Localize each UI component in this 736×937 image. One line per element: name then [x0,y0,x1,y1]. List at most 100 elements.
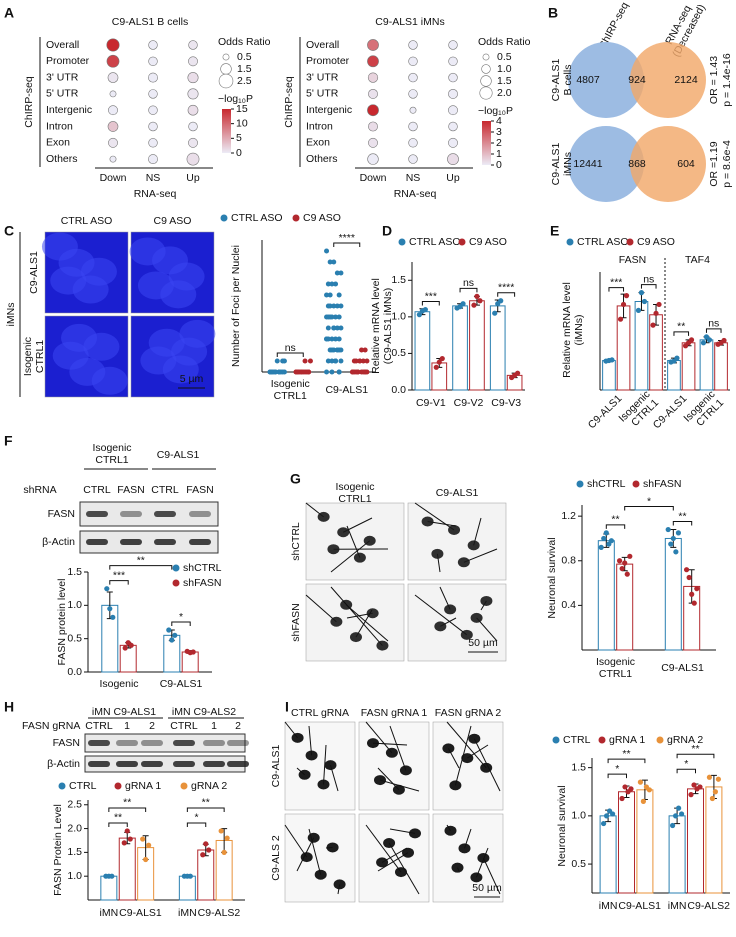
dot [368,121,378,132]
cell [457,557,470,568]
cell [480,762,493,773]
significance-label: ** [611,514,619,526]
point [610,811,616,817]
bar [118,837,136,901]
neurite [446,721,487,769]
point [603,530,609,536]
cell [327,544,340,555]
significance-bracket [607,773,627,779]
legend-marker [58,782,66,790]
point [712,789,719,795]
legend-label: CTRL ASO [409,236,461,248]
statistic: OR =1.19 [708,141,720,186]
bar [414,311,431,391]
significance-label: ns [708,318,719,330]
x-tick-label: C9-ALS1 [586,392,625,431]
row-label: FASN [48,508,75,520]
point [334,270,340,276]
bar [119,644,137,673]
significance-bracket [608,287,625,292]
point [616,558,623,564]
significance-label: * [684,758,688,770]
size-key [218,73,234,89]
y-tick-label: 1.2 [561,510,576,522]
venn-count: 12441 [573,158,602,170]
y-tick-label: 0.5 [391,347,406,359]
size-key-label: 2.0 [497,87,512,99]
x-tick-label: C9-ALS1 [661,662,704,674]
point [422,306,428,313]
point [668,541,674,547]
y-tick-label: 1.5 [67,846,82,858]
bar [197,849,215,901]
cell [442,743,455,754]
y-axis-label: (iMNs) [573,315,585,346]
row-label: FASN [53,737,80,749]
row-label: Exon [306,137,330,149]
legend-marker [292,214,300,222]
legend-marker [598,736,606,744]
band [173,761,195,767]
legend-marker [632,480,640,488]
point [333,281,339,287]
legend-label: gRNA 1 [609,734,645,746]
significance-label: ** [678,510,686,522]
row-label: Isogenic [22,337,34,376]
lane-title: FASN gRNA [22,720,80,732]
point [706,774,713,780]
point [124,828,130,834]
band [116,761,138,767]
dot [187,88,199,100]
significance-bracket [459,287,478,293]
point [416,312,422,318]
band [203,740,225,746]
dot [448,40,458,50]
legend-marker [566,238,574,246]
point [331,325,337,331]
legend-marker [172,579,180,587]
chart-title: C9-ALS1 B cells [112,16,188,28]
column-label: Up [446,172,460,184]
dot [148,154,158,165]
venn-set [630,126,706,202]
neurite [414,502,455,531]
row-label: 5' UTR [306,88,339,100]
micrograph [432,813,504,903]
neurite [355,609,373,638]
point [721,337,727,344]
scale-bar-label: 50 µm [468,637,498,649]
significance-bracket [333,242,361,247]
color-tick-label: 5 [236,132,242,144]
significance-label: **** [498,282,514,294]
point [646,787,653,793]
row-label: 3' UTR [306,71,339,83]
point [324,369,330,375]
cell [129,237,166,266]
column-label: Down [360,172,387,184]
x-tick-label: C9-ALS1 [119,907,162,919]
point [653,310,659,316]
row-label: Intron [46,120,73,132]
cell [58,248,95,277]
point [691,600,697,606]
neurite [454,725,472,786]
point [498,298,504,304]
x-tick-label: iMN [178,907,197,919]
lane-label: CTRL [170,720,198,732]
color-tick-label: 10 [236,117,248,129]
point [109,873,115,879]
column-label: NS [146,172,161,184]
cell [363,535,376,546]
band [154,539,176,545]
significance-label: ** [123,797,131,809]
legend-marker [398,238,406,246]
point [329,314,335,320]
point [325,314,331,320]
row-label: C9-ALS1 [28,251,40,294]
point [433,364,439,370]
x-tick-label: iMN [100,907,119,919]
dot [188,56,198,67]
point [329,347,335,353]
point [617,316,624,322]
